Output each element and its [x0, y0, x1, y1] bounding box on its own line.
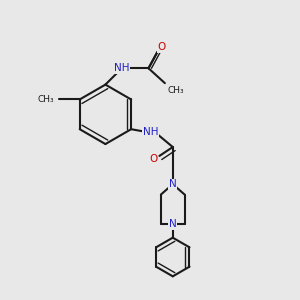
Text: O: O [149, 154, 158, 164]
Text: NH: NH [143, 127, 158, 137]
Text: CH₃: CH₃ [168, 86, 184, 95]
Text: CH₃: CH₃ [38, 95, 54, 104]
Text: N: N [169, 219, 177, 229]
Text: O: O [158, 43, 166, 52]
Text: N: N [169, 179, 177, 189]
Text: NH: NH [114, 63, 130, 73]
